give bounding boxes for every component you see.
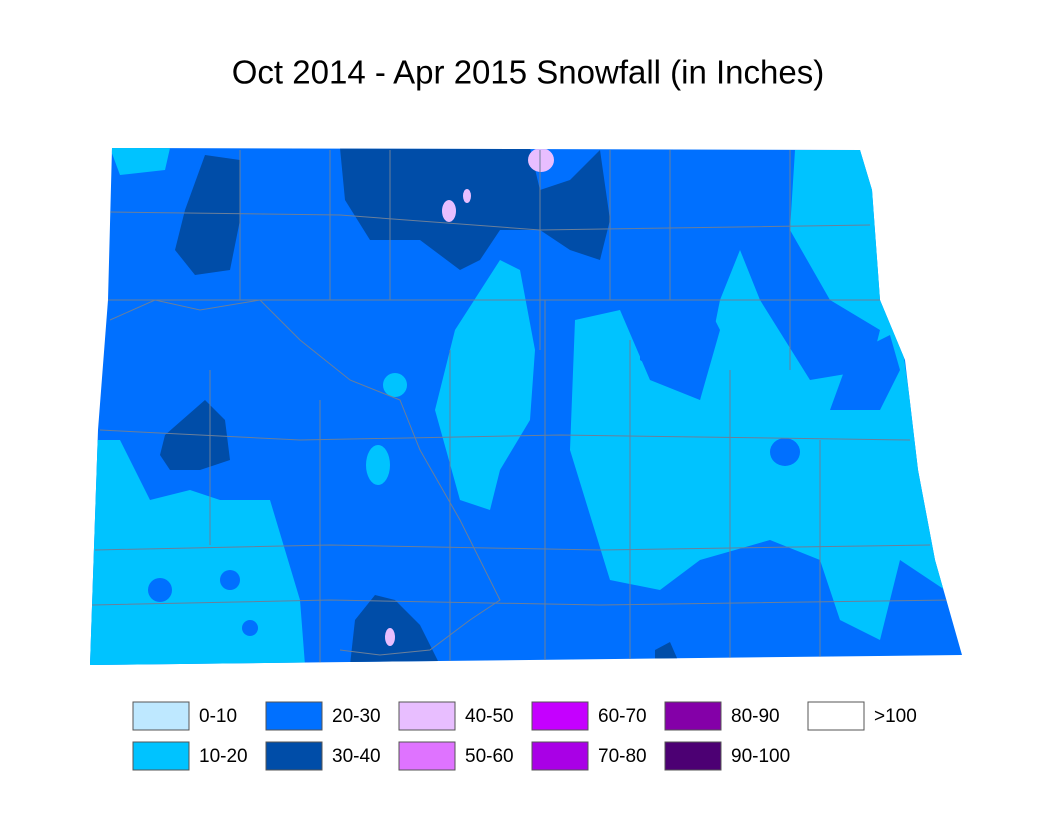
legend-swatch [531,701,589,731]
region [110,148,170,175]
legend-label: 10-20 [199,746,248,767]
legend-label: 0-10 [199,706,237,727]
region [175,155,240,275]
legend-label: 80-90 [731,706,780,727]
map-title: Oct 2014 - Apr 2015 Snowfall (in Inches) [232,54,825,91]
legend-swatch [132,701,190,731]
region [570,150,960,640]
legend-label: >100 [874,706,917,727]
region [340,148,610,270]
region [383,373,407,397]
region [242,620,258,636]
legend-label: 30-40 [332,746,381,767]
region [528,148,554,172]
legend-swatch [664,741,722,771]
legend-swatch [265,701,323,731]
legend-swatch [398,741,456,771]
legend-swatch [265,741,323,771]
legend-label: 40-50 [465,706,514,727]
legend-label: 60-70 [598,706,647,727]
region [148,578,172,602]
region [385,628,395,646]
legend-swatch [132,741,190,771]
region [435,260,535,510]
region [220,570,240,590]
legend-swatch [664,701,722,731]
legend-label: 50-60 [465,746,514,767]
region [640,280,720,400]
legend: 0-10 10-20 20-30 30-40 40-50 50-60 60-70 70-80 8… [132,701,917,771]
region [350,595,440,665]
region [830,335,900,410]
region [366,445,390,485]
state-map [90,148,962,665]
legend-swatch [398,701,456,731]
region [90,440,305,665]
legend-label: 90-100 [731,746,790,767]
legend-label: 20-30 [332,706,381,727]
legend-swatch [531,741,589,771]
region [463,189,471,203]
legend-swatch [807,701,865,731]
region [770,438,800,466]
region [442,200,456,222]
legend-label: 70-80 [598,746,647,767]
county-lines [91,150,951,665]
